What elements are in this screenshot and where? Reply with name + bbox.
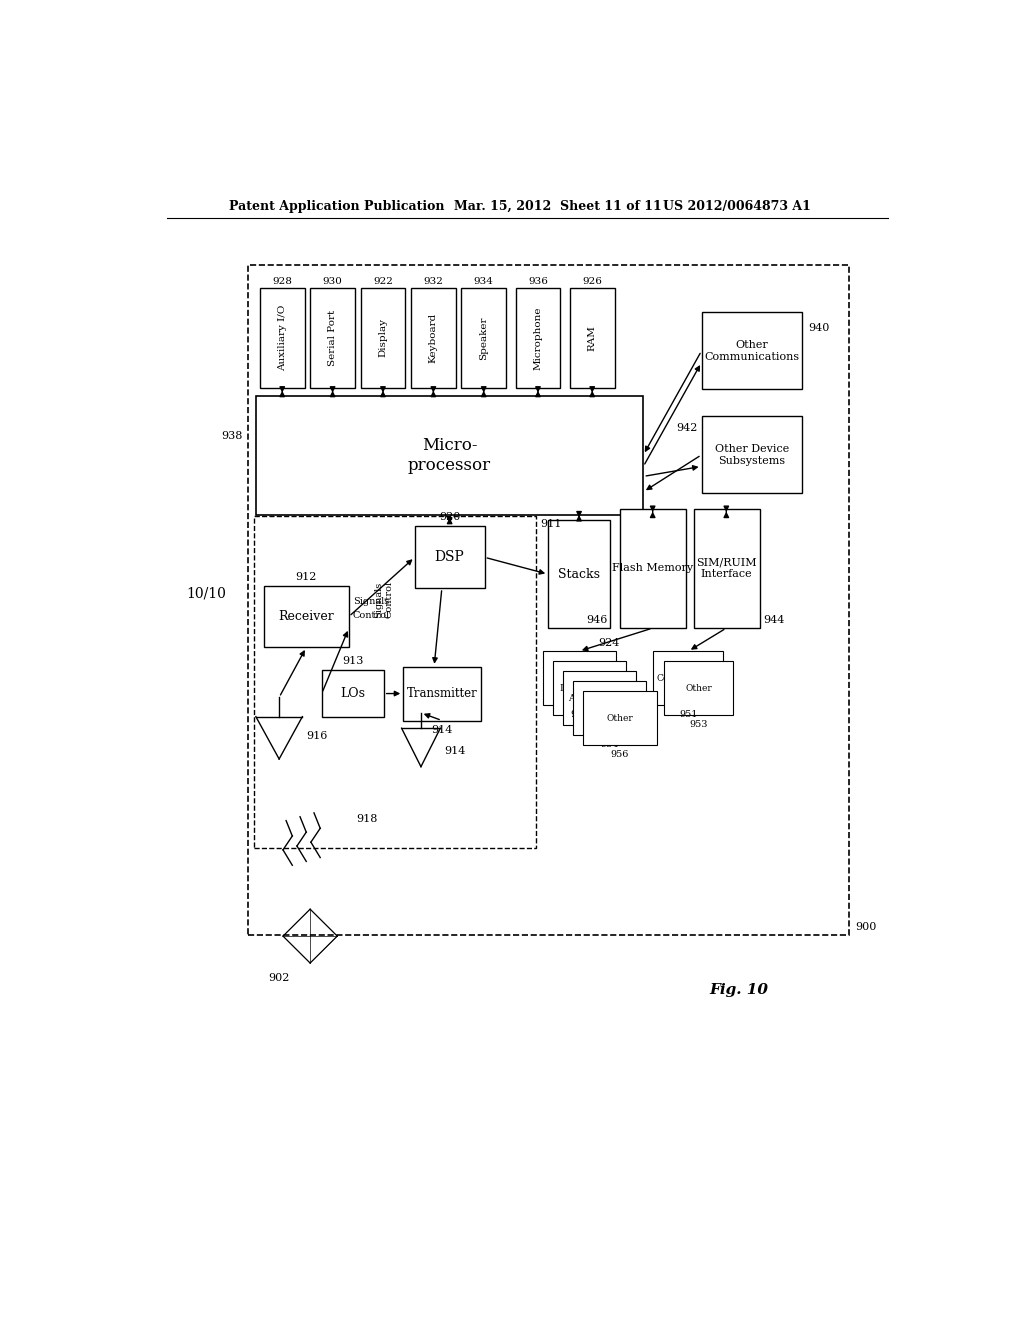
Text: Address Book: Address Book [568,694,631,702]
Text: 946: 946 [586,615,607,626]
Text: 938: 938 [221,430,243,441]
FancyBboxPatch shape [664,661,733,715]
Text: Other PIM: Other PIM [586,704,634,713]
Text: US 2012/0064873 A1: US 2012/0064873 A1 [663,199,811,213]
Text: Display: Display [379,318,387,358]
Text: DSP: DSP [435,550,465,564]
FancyBboxPatch shape [653,651,723,705]
Text: 950: 950 [581,719,599,729]
Text: Serial Port: Serial Port [328,310,337,366]
Text: Receiver: Receiver [279,610,334,623]
Text: Other
Communications: Other Communications [705,341,800,362]
Text: Flash Memory: Flash Memory [612,564,693,573]
Text: 928: 928 [272,277,292,286]
Text: 914: 914 [444,746,466,756]
Text: LOs: LOs [340,686,366,700]
Text: Device State: Device State [560,684,618,693]
Text: 911: 911 [541,519,562,529]
FancyBboxPatch shape [572,681,646,735]
Text: 900: 900 [855,921,877,932]
Text: 934: 934 [474,277,494,286]
Text: 940: 940 [809,323,829,333]
Text: Control: Control [352,611,390,619]
FancyBboxPatch shape [415,527,484,589]
Text: RAM: RAM [588,325,597,351]
Text: 936: 936 [528,277,548,286]
Text: 942: 942 [676,422,697,433]
Text: SIM/RUIM
Interface: SIM/RUIM Interface [696,557,757,579]
Text: 953: 953 [689,719,708,729]
Text: 952: 952 [591,730,609,739]
Text: 932: 932 [423,277,443,286]
FancyBboxPatch shape [563,671,636,725]
Text: 913: 913 [342,656,364,667]
Text: 926: 926 [583,277,602,286]
Text: 920: 920 [439,512,461,523]
Text: Stacks: Stacks [558,568,600,581]
FancyBboxPatch shape [360,288,406,388]
Text: 924: 924 [598,639,620,648]
FancyBboxPatch shape [553,661,627,715]
FancyBboxPatch shape [256,396,643,515]
Text: Microphone: Microphone [534,306,543,370]
Text: Signals: Signals [352,597,389,606]
FancyBboxPatch shape [403,667,480,721]
Text: Transmitter: Transmitter [407,686,477,700]
FancyBboxPatch shape [569,288,614,388]
Text: 914: 914 [431,725,453,735]
Text: Other: Other [606,714,633,722]
Text: 902: 902 [268,973,290,983]
FancyBboxPatch shape [515,288,560,388]
Text: Mar. 15, 2012  Sheet 11 of 11: Mar. 15, 2012 Sheet 11 of 11 [454,199,662,213]
Text: Control: Control [385,581,393,618]
FancyBboxPatch shape [310,288,355,388]
FancyBboxPatch shape [701,416,802,494]
Text: 10/10: 10/10 [186,586,226,601]
Text: Patent Application Publication: Patent Application Publication [228,199,444,213]
Text: 956: 956 [610,750,629,759]
FancyBboxPatch shape [621,508,686,628]
Text: Micro-
processor: Micro- processor [408,437,492,474]
FancyBboxPatch shape [461,288,506,388]
Text: 944: 944 [764,615,784,626]
FancyBboxPatch shape [411,288,456,388]
Text: 951: 951 [679,710,697,719]
Text: Other: Other [685,684,712,693]
Text: Keyboard: Keyboard [429,313,438,363]
FancyBboxPatch shape [701,313,802,389]
Text: Configuration: Configuration [656,673,720,682]
FancyBboxPatch shape [263,586,349,647]
Text: 916: 916 [306,731,328,741]
Text: 930: 930 [323,277,343,286]
FancyBboxPatch shape [260,288,305,388]
Text: 918: 918 [356,814,378,824]
FancyBboxPatch shape [583,692,656,744]
Text: Fig. 10: Fig. 10 [710,983,768,997]
Text: 912: 912 [296,572,317,582]
Text: Other Device
Subsystems: Other Device Subsystems [715,444,790,466]
Text: 954: 954 [600,741,618,748]
Text: Auxiliary I/O: Auxiliary I/O [278,305,287,371]
FancyBboxPatch shape [693,508,760,628]
Text: 922: 922 [373,277,393,286]
Text: Programs: Programs [557,673,602,682]
FancyBboxPatch shape [548,520,610,628]
Text: 958: 958 [570,710,589,719]
Text: Speaker: Speaker [479,315,488,359]
FancyBboxPatch shape [543,651,616,705]
FancyBboxPatch shape [322,671,384,717]
Text: Signals: Signals [374,582,383,618]
